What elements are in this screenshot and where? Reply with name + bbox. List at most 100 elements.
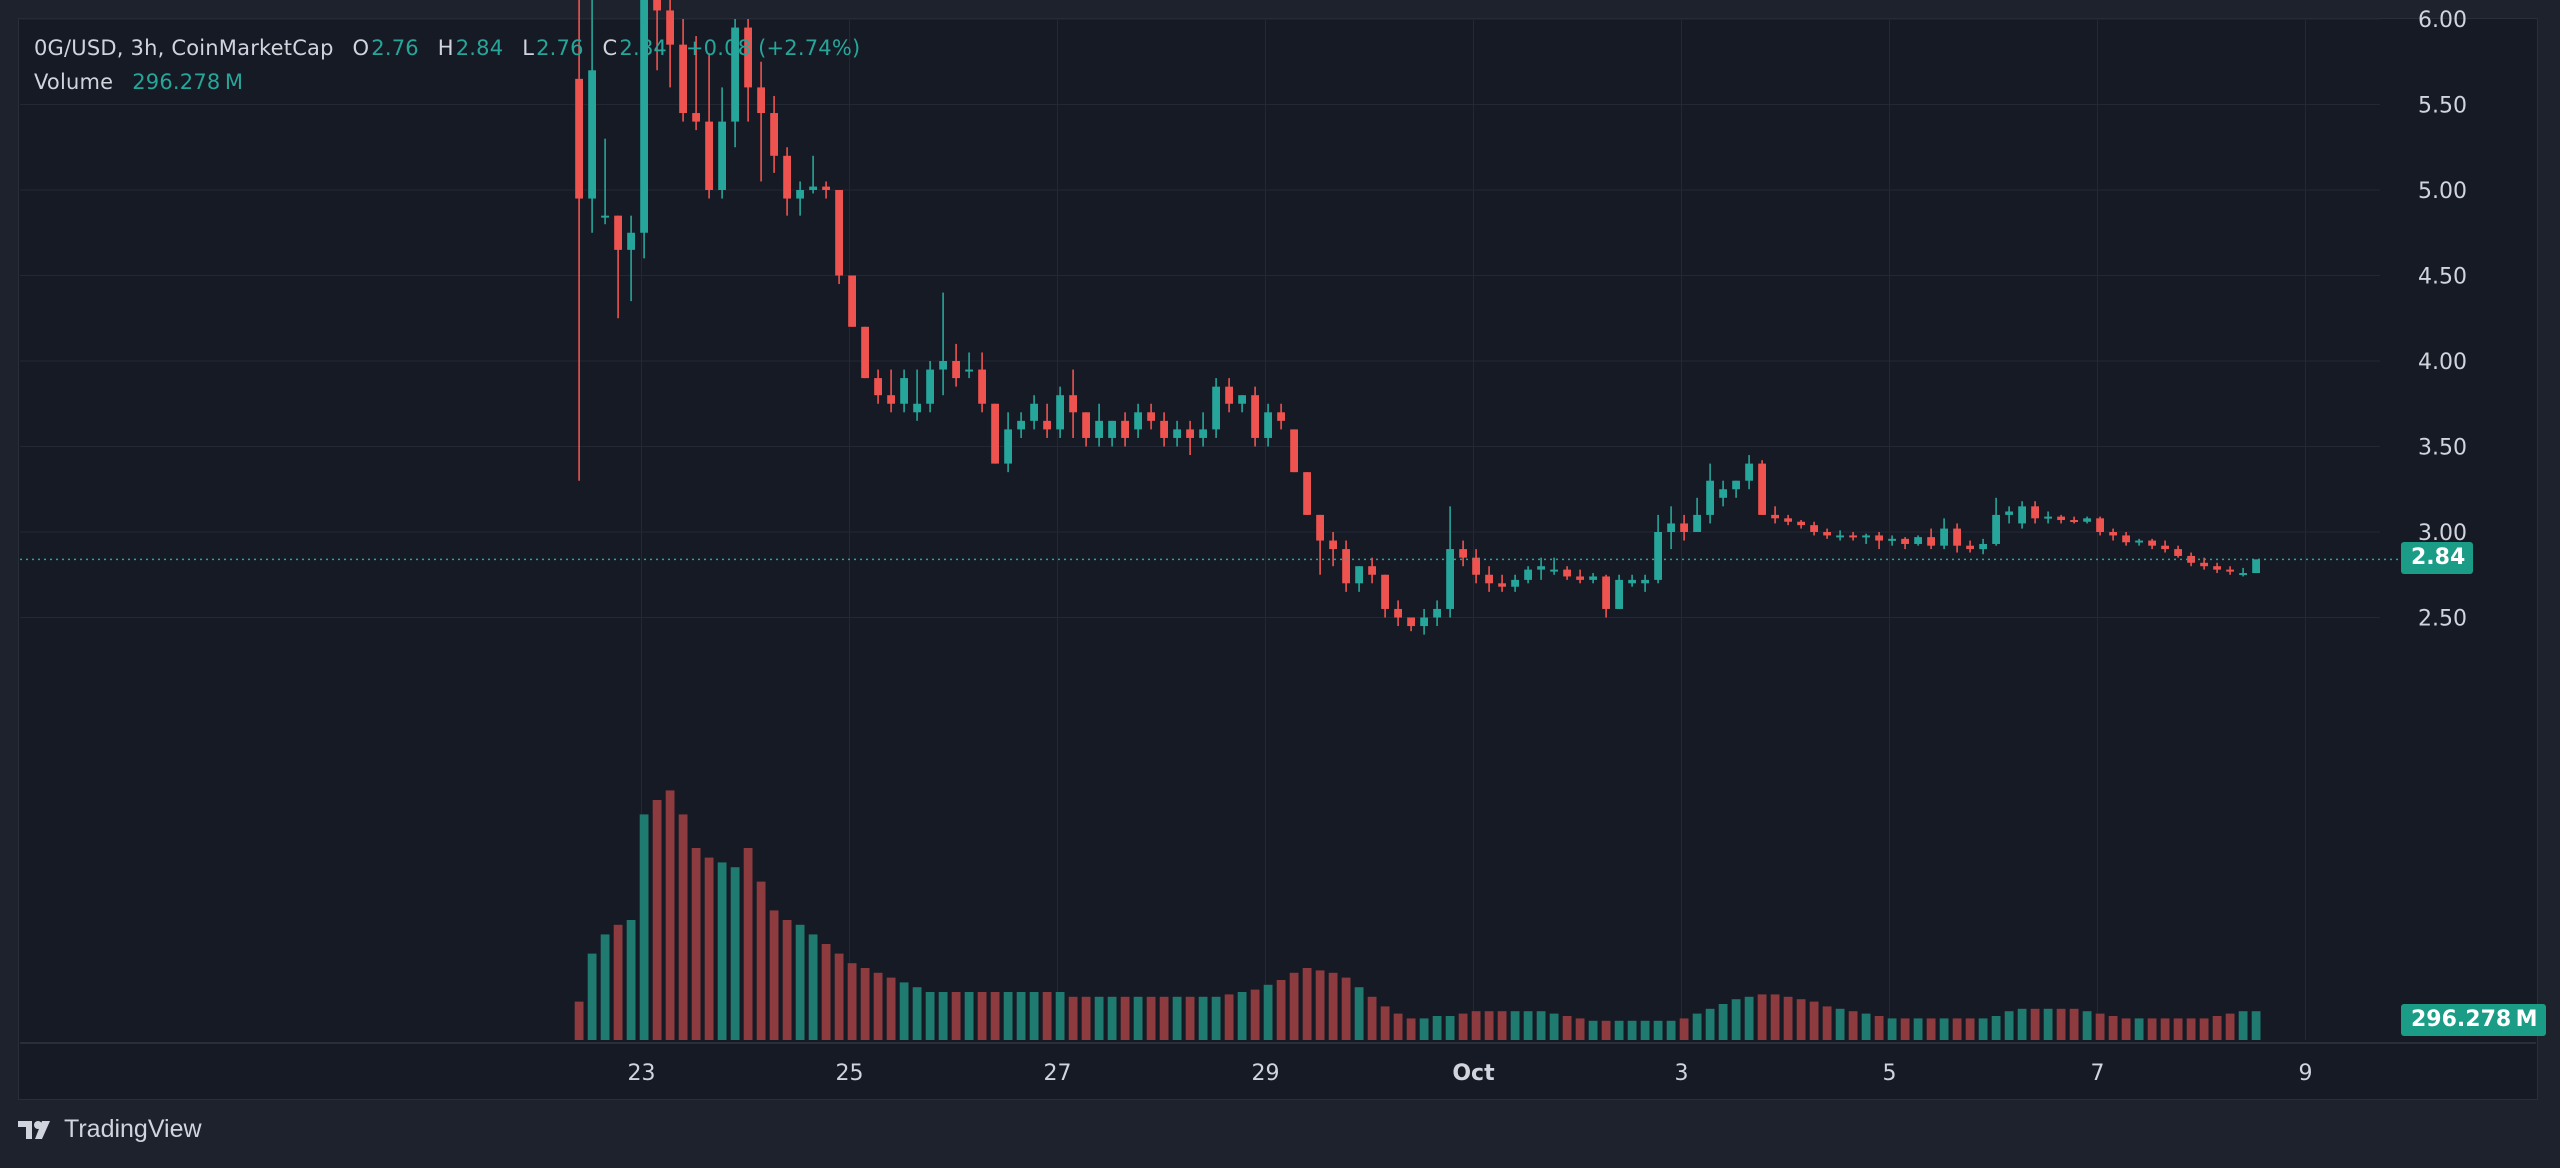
candle-body[interactable] — [1472, 557, 1480, 575]
candle-body[interactable] — [1498, 583, 1506, 587]
candle-body[interactable] — [2005, 511, 2013, 515]
candle-body[interactable] — [1459, 549, 1467, 558]
candle-body[interactable] — [1589, 576, 1597, 580]
candle-body[interactable] — [1004, 429, 1012, 464]
candle-body[interactable] — [1771, 514, 1779, 519]
candle-body[interactable] — [1810, 525, 1818, 532]
candle-body[interactable] — [1134, 412, 1142, 430]
candle-body[interactable] — [1641, 579, 1649, 584]
candle-body[interactable] — [744, 27, 752, 88]
candle-body[interactable] — [939, 361, 947, 370]
candle-body[interactable] — [1368, 566, 1376, 575]
candle-body[interactable] — [1745, 463, 1753, 481]
candle-body[interactable] — [1732, 480, 1740, 490]
candle-body[interactable] — [1784, 518, 1792, 522]
candle-body[interactable] — [1212, 386, 1220, 430]
symbol-label[interactable]: 0G/USD, 3h, CoinMarketCap — [34, 36, 334, 60]
candle-body[interactable] — [1888, 538, 1896, 541]
candle-body[interactable] — [2031, 506, 2039, 519]
candle-body[interactable] — [2070, 520, 2078, 523]
candle-body[interactable] — [1082, 412, 1090, 438]
candle-body[interactable] — [2109, 532, 2117, 536]
candle-body[interactable] — [2083, 518, 2091, 522]
candle-body[interactable] — [640, 0, 648, 233]
candle-body[interactable] — [809, 186, 817, 190]
candle-body[interactable] — [1017, 420, 1025, 430]
candle-body[interactable] — [822, 186, 830, 190]
candle-body[interactable] — [757, 87, 765, 114]
candle-body[interactable] — [978, 369, 986, 404]
candle-body[interactable] — [601, 215, 609, 218]
candle-body[interactable] — [1576, 576, 1584, 580]
candle-body[interactable] — [1251, 395, 1259, 438]
candle-body[interactable] — [874, 378, 882, 396]
candle-body[interactable] — [1797, 521, 1805, 526]
candle-body[interactable] — [2161, 545, 2169, 550]
candle-body[interactable] — [575, 78, 583, 199]
candle-body[interactable] — [1394, 608, 1402, 618]
candle-body[interactable] — [2239, 573, 2247, 576]
candle-body[interactable] — [2018, 506, 2026, 524]
candle-body[interactable] — [2122, 535, 2130, 543]
candle-body[interactable] — [1511, 579, 1519, 587]
candle-body[interactable] — [1485, 574, 1493, 584]
candle-body[interactable] — [1849, 535, 1857, 538]
candle-body[interactable] — [627, 232, 635, 250]
candle-body[interactable] — [1537, 566, 1545, 570]
candle-body[interactable] — [588, 70, 596, 199]
candle-body[interactable] — [1667, 523, 1675, 532]
candle-body[interactable] — [1836, 535, 1844, 538]
candle-body[interactable] — [1043, 420, 1051, 430]
candle-body[interactable] — [1602, 576, 1610, 609]
candle-body[interactable] — [1108, 420, 1116, 438]
candle-body[interactable] — [1147, 412, 1155, 421]
candle-body[interactable] — [991, 403, 999, 464]
candle-body[interactable] — [718, 121, 726, 190]
candle-body[interactable] — [1173, 429, 1181, 438]
candle-body[interactable] — [2135, 540, 2143, 543]
candle-body[interactable] — [1862, 535, 1870, 538]
candle-body[interactable] — [900, 378, 908, 404]
candle-body[interactable] — [1433, 608, 1441, 618]
candle-body[interactable] — [835, 190, 843, 276]
tradingview-logo[interactable]: TradingView — [18, 1115, 202, 1144]
candle-body[interactable] — [692, 113, 700, 122]
candle-body[interactable] — [1316, 514, 1324, 541]
candle-body[interactable] — [1446, 549, 1454, 609]
candle-body[interactable] — [1693, 514, 1701, 532]
candle-body[interactable] — [1550, 569, 1558, 572]
candle-body[interactable] — [1563, 569, 1571, 577]
candle-body[interactable] — [1238, 395, 1246, 404]
candle-body[interactable] — [1875, 535, 1883, 541]
candle-body[interactable] — [1199, 429, 1207, 438]
candle-body[interactable] — [1225, 386, 1233, 404]
candle-body[interactable] — [2252, 559, 2260, 574]
candle-body[interactable] — [1277, 412, 1285, 421]
candle-body[interactable] — [861, 326, 869, 379]
candle-body[interactable] — [614, 215, 622, 250]
candle-body[interactable] — [1654, 532, 1662, 580]
candle-body[interactable] — [1758, 463, 1766, 515]
candle-body[interactable] — [2096, 518, 2104, 532]
candle-body[interactable] — [653, 0, 661, 11]
candle-body[interactable] — [952, 361, 960, 379]
candle-body[interactable] — [1121, 420, 1129, 438]
candle-body[interactable] — [1329, 540, 1337, 550]
candle-body[interactable] — [1095, 420, 1103, 438]
candle-body[interactable] — [1290, 429, 1298, 473]
candle-body[interactable] — [705, 121, 713, 190]
candle-body[interactable] — [1628, 579, 1636, 584]
candle-body[interactable] — [1706, 480, 1714, 515]
candle-body[interactable] — [1381, 574, 1389, 609]
candle-body[interactable] — [731, 27, 739, 122]
candle-body[interactable] — [1524, 569, 1532, 580]
candle-body[interactable] — [679, 44, 687, 114]
candle-body[interactable] — [2213, 566, 2221, 570]
candle-body[interactable] — [1927, 537, 1935, 546]
candle-body[interactable] — [1420, 617, 1428, 627]
candle-body[interactable] — [1303, 472, 1311, 515]
candle-body[interactable] — [770, 113, 778, 156]
candle-body[interactable] — [848, 275, 856, 327]
candle-body[interactable] — [1342, 549, 1350, 584]
